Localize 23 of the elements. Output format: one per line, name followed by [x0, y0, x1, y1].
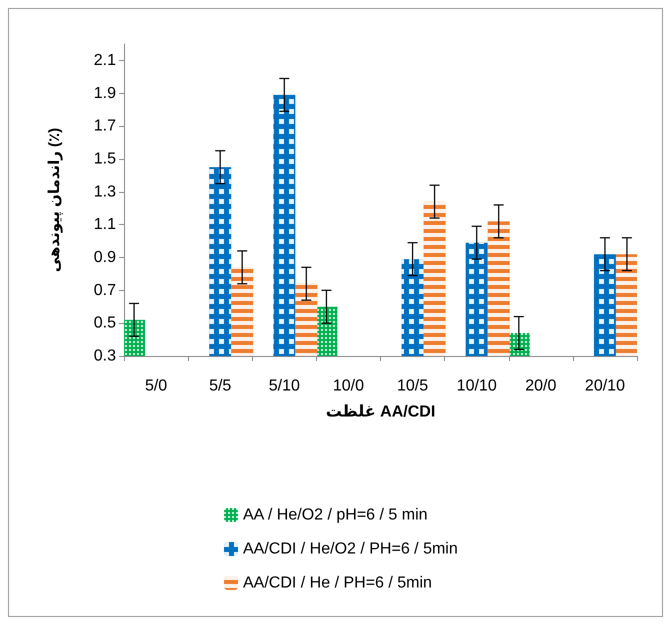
x-tick-label: 5/0: [144, 378, 168, 394]
y-tick-label: 1.1: [94, 216, 116, 234]
y-tick-label: 1.9: [94, 84, 116, 102]
y-tick-label: 2.1: [94, 52, 116, 69]
x-tick-label: 10/10: [456, 378, 497, 394]
x-axis-title: غلظت AA/CDI: [326, 404, 436, 420]
x-tick-label: 10/0: [332, 378, 364, 394]
legend-label: AA/CDI / He/O2 / PH=6 / 5min: [243, 540, 458, 558]
x-tick-label: 10/5: [396, 378, 428, 394]
x-tick-label: 20/0: [525, 378, 556, 394]
y-axis-title: راندمان پیوندهی (٪): [46, 128, 63, 272]
y-tick-label: 0.9: [94, 248, 116, 266]
y-tick-label: 1.7: [94, 118, 116, 135]
y-tick-label: 0.7: [94, 282, 116, 299]
legend-label: AA / He/O2 / pH=6 / 5 min: [243, 506, 428, 524]
x-tick-label: 5/5: [209, 378, 232, 394]
x-tick-label: 20/10: [584, 378, 626, 394]
legend-label: AA/CDI / He / PH=6 / 5min: [243, 574, 432, 592]
y-tick-label: 1.5: [94, 150, 116, 168]
y-tick-label: 1.3: [94, 183, 116, 200]
x-tick-label: 5/10: [268, 378, 300, 394]
y-tick-label: 0.3: [94, 348, 116, 364]
y-tick-label: 0.5: [94, 314, 116, 332]
